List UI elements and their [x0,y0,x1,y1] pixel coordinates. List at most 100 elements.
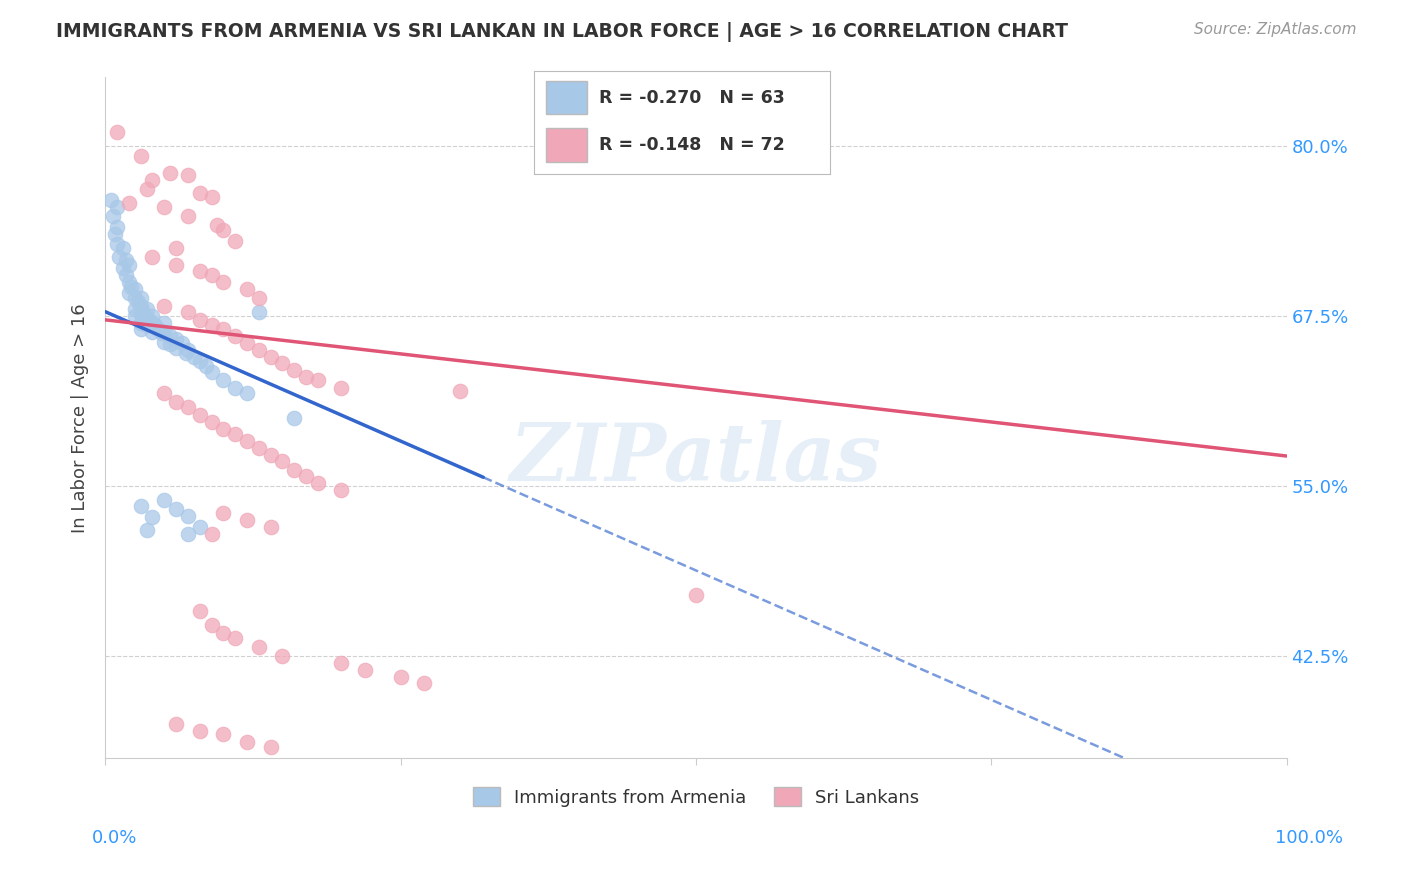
Point [177,304,200,318]
Point [330,656,353,670]
Point [120,280,142,294]
Point [177,508,200,523]
Point [188,408,211,422]
Point [174,345,197,359]
Point [108,250,131,264]
Point [159,337,181,351]
Point [307,373,329,387]
Point [188,520,211,534]
Point [127,295,149,310]
Point [200,318,222,333]
Point [183,350,205,364]
Point [259,740,281,755]
Point [105,125,128,139]
Point [200,526,222,541]
Point [212,626,235,640]
Point [135,301,157,316]
Y-axis label: In Labor Force | Age > 16: In Labor Force | Age > 16 [72,303,89,533]
Point [177,526,200,541]
Point [200,415,222,429]
Point [212,373,235,387]
Point [170,336,193,351]
Text: 100.0%: 100.0% [1275,829,1343,847]
Point [188,264,211,278]
Point [236,434,259,448]
Text: IMMIGRANTS FROM ARMENIA VS SRI LANKAN IN LABOR FORCE | AGE > 16 CORRELATION CHAR: IMMIGRANTS FROM ARMENIA VS SRI LANKAN IN… [56,22,1069,42]
Point [236,336,259,351]
Point [212,506,235,520]
Point [271,454,294,468]
Point [115,268,138,282]
Point [129,149,152,163]
Point [224,427,246,442]
Point [224,632,246,646]
Point [105,236,128,251]
Point [212,275,235,289]
Legend: Immigrants from Armenia, Sri Lankans: Immigrants from Armenia, Sri Lankans [465,780,927,814]
Point [165,394,187,409]
Bar [546,128,588,161]
Point [153,325,176,339]
Point [177,400,200,414]
Point [200,190,222,204]
Point [212,422,235,436]
Point [153,492,176,507]
Point [177,169,200,183]
Point [103,210,125,224]
Point [271,649,294,664]
Point [159,166,181,180]
Point [247,291,270,305]
Point [212,727,235,741]
Point [200,268,222,282]
Point [449,384,471,398]
Point [129,291,152,305]
Point [200,365,222,379]
Point [224,329,246,343]
Point [129,307,152,321]
Point [141,309,163,323]
Point [283,462,305,476]
Point [135,318,157,333]
Point [100,193,122,207]
Point [165,342,187,356]
Point [236,735,259,749]
Text: R = -0.270   N = 63: R = -0.270 N = 63 [599,88,785,106]
Point [188,313,211,327]
Point [236,513,259,527]
Point [685,588,707,602]
Point [247,441,270,455]
Point [124,309,146,323]
Text: Source: ZipAtlas.com: Source: ZipAtlas.com [1194,22,1357,37]
Point [124,291,146,305]
Point [330,381,353,395]
Point [141,250,163,264]
Point [165,717,187,731]
Point [153,316,176,330]
Point [165,502,187,516]
Point [118,195,141,210]
Text: 0.0%: 0.0% [91,829,136,847]
Point [165,332,187,346]
Point [105,200,128,214]
Point [143,318,166,333]
Bar [546,80,588,114]
Point [259,520,281,534]
Point [129,322,152,336]
Point [224,381,246,395]
Point [188,604,211,618]
Point [135,311,157,326]
Point [105,220,128,235]
Point [212,223,235,237]
Point [194,359,217,373]
Point [224,234,246,248]
Point [141,316,163,330]
Point [271,356,294,370]
Point [153,299,176,313]
Point [118,285,141,300]
Point [247,304,270,318]
Point [153,334,176,349]
Point [111,261,134,276]
Point [295,469,318,483]
Point [247,640,270,654]
Point [132,304,155,318]
